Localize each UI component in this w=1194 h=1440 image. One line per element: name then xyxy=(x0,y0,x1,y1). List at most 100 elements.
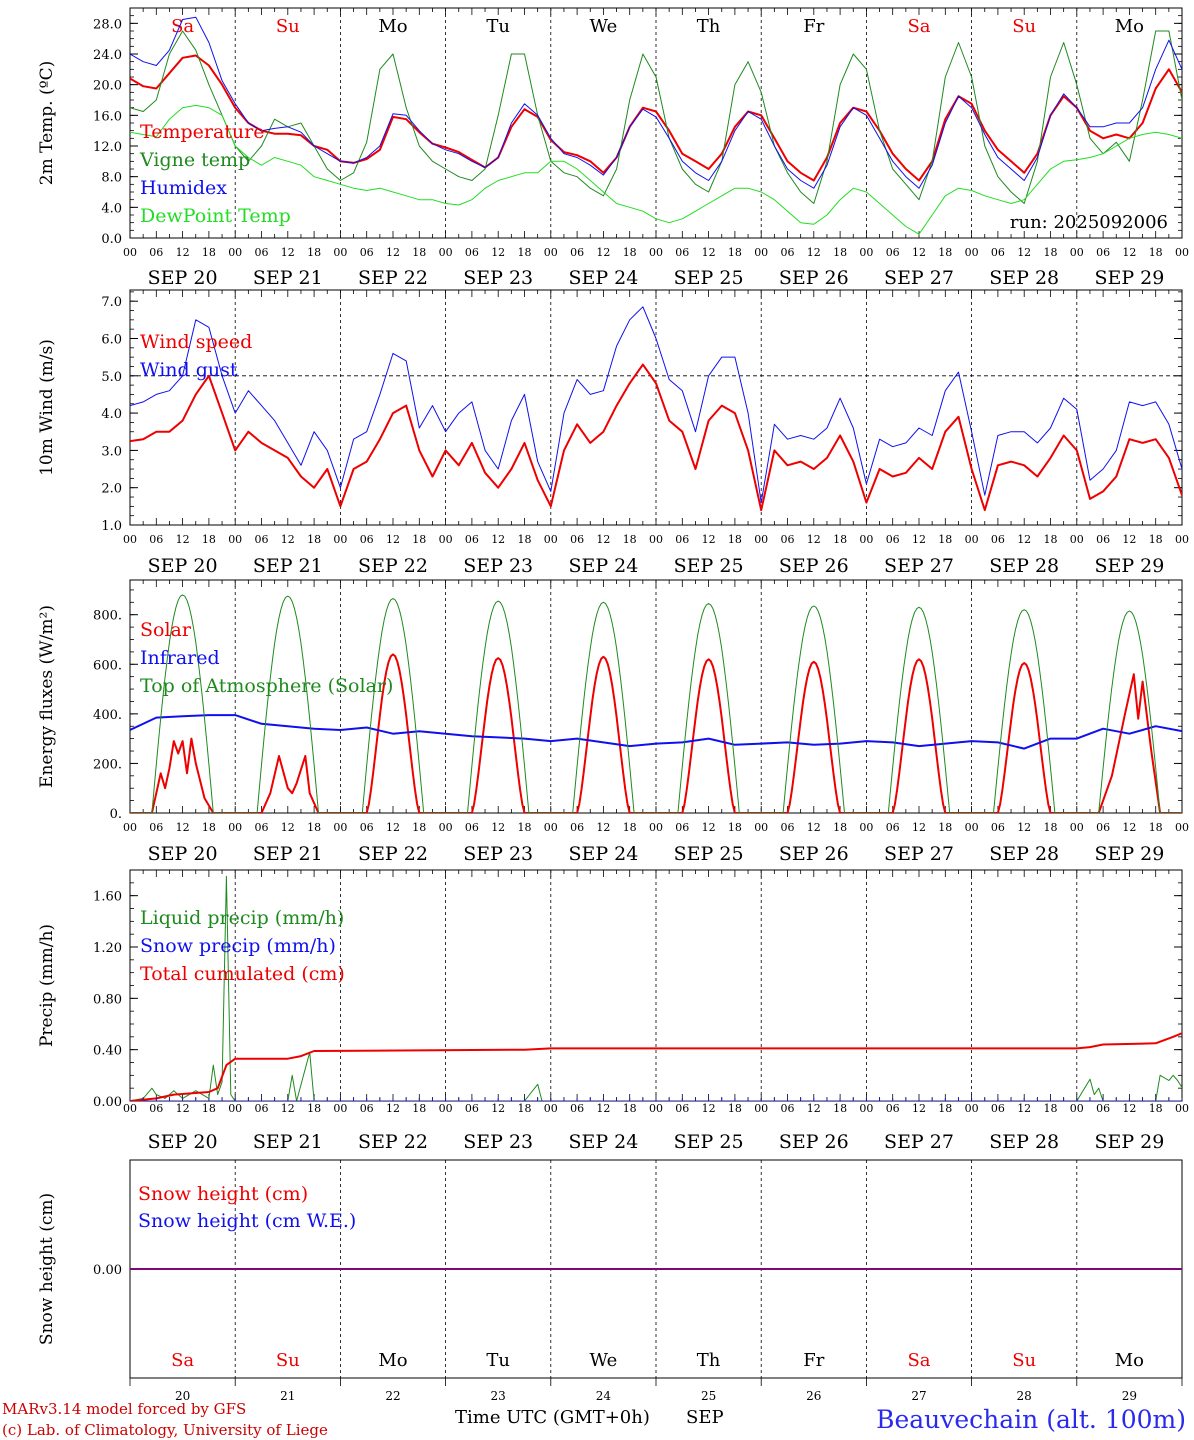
hour-tick-label: 12 xyxy=(596,821,610,834)
hour-tick-label: 18 xyxy=(518,246,532,259)
panel-wind: 00 06 12 18 00 06 12 18 00 06 12 18 00 06 12 18 00 06 12 18… xyxy=(37,289,1189,577)
day-abbr-label: We xyxy=(590,1350,618,1371)
hour-tick-label: 06 xyxy=(1096,1102,1110,1115)
legend-entry: Wind gust xyxy=(140,359,238,381)
hour-tick-label: 12 xyxy=(1122,246,1136,259)
date-label: SEP 21 xyxy=(253,1131,323,1153)
hour-tick-label: 18 xyxy=(623,1102,637,1115)
hour-tick-label: 12 xyxy=(702,246,716,259)
hour-tick-label: 12 xyxy=(702,1102,716,1115)
day-abbr-label: Tu xyxy=(486,1350,510,1371)
hour-tick-label: 00 xyxy=(123,1102,137,1115)
hour-tick-label: 06 xyxy=(675,821,689,834)
hour-tick-label: 00 xyxy=(333,821,347,834)
hour-tick-label: 00 xyxy=(439,533,453,546)
legend-entry: Top of Atmosphere (Solar) xyxy=(140,675,393,697)
date-label: SEP 29 xyxy=(1094,555,1164,577)
day-number-label: 28 xyxy=(1017,1389,1032,1403)
series-group xyxy=(130,16,1182,235)
hour-tick-label: 12 xyxy=(176,821,190,834)
date-label: SEP 22 xyxy=(358,267,428,289)
x-axis-month: SEP xyxy=(686,1407,724,1428)
y-tick-label: 0.80 xyxy=(93,992,122,1007)
hour-tick-label: 06 xyxy=(781,821,795,834)
date-label: SEP 25 xyxy=(674,555,744,577)
hour-tick-label: 18 xyxy=(202,821,216,834)
hour-tick-label: 00 xyxy=(544,821,558,834)
y-axis-label: 10m Wind (m/s) xyxy=(37,339,57,476)
panel-precip: 00 06 12 18 00 06 12 18 00 06 12 18 00 06 12 18 00 06 12 18… xyxy=(37,869,1189,1153)
date-label: SEP 26 xyxy=(779,843,849,865)
hour-tick-label: 06 xyxy=(360,821,374,834)
hour-tick-label: 00 xyxy=(333,533,347,546)
day-abbr-label: Sa xyxy=(907,16,930,37)
hour-tick-label: 18 xyxy=(728,1102,742,1115)
date-label: SEP 28 xyxy=(989,555,1059,577)
hour-tick-label: 06 xyxy=(991,533,1005,546)
y-tick-label: 0.00 xyxy=(93,1095,122,1110)
hour-tick-label: 18 xyxy=(307,246,321,259)
y-tick-label: 0.40 xyxy=(93,1044,122,1059)
location-label: Beauvechain (alt. 100m) xyxy=(876,1405,1186,1434)
date-label: SEP 20 xyxy=(148,1131,218,1153)
legend-entry: Snow precip (mm/h) xyxy=(140,935,336,957)
date-label: SEP 25 xyxy=(674,267,744,289)
panel-energy: 00 06 12 18 00 06 12 18 00 06 12 18 00 06 12 18 00 06 12 18… xyxy=(37,579,1189,865)
hour-tick-label: 18 xyxy=(518,1102,532,1115)
date-label: SEP 22 xyxy=(358,843,428,865)
hour-tick-label: 12 xyxy=(912,533,926,546)
date-label: SEP 24 xyxy=(568,267,638,289)
hour-tick-label: 12 xyxy=(702,821,716,834)
series-line xyxy=(130,714,1182,750)
hour-tick-label: 06 xyxy=(465,1102,479,1115)
hour-tick-label: 18 xyxy=(833,1102,847,1115)
hour-tick-label: 00 xyxy=(754,821,768,834)
hour-tick-label: 06 xyxy=(149,246,163,259)
hour-tick-label: 18 xyxy=(623,533,637,546)
hour-tick-label: 00 xyxy=(859,533,873,546)
y-axis-label: Precip (mm/h) xyxy=(37,924,57,1047)
hour-tick-label: 06 xyxy=(570,821,584,834)
panel-temp: 00 06 12 18 00 06 12 18 00 06 12 18 00 06 12 18 00 06 12 18… xyxy=(37,7,1189,289)
date-label: SEP 20 xyxy=(148,267,218,289)
day-abbr-label: We xyxy=(590,16,618,37)
hour-tick-label: 12 xyxy=(807,1102,821,1115)
hour-tick-label: 18 xyxy=(202,533,216,546)
y-tick-label: 3.0 xyxy=(101,444,122,459)
legend-entry: Liquid precip (mm/h) xyxy=(140,907,344,929)
hour-tick-label: 00 xyxy=(754,533,768,546)
hour-tick-label: 18 xyxy=(833,821,847,834)
footer-model: MARv3.14 model forced by GFS xyxy=(2,1400,246,1418)
y-tick-label: 7.0 xyxy=(101,295,122,310)
hour-tick-label: 00 xyxy=(1070,1102,1084,1115)
date-label: SEP 25 xyxy=(674,843,744,865)
hour-tick-label: 06 xyxy=(570,533,584,546)
hour-tick-label: 06 xyxy=(991,246,1005,259)
x-axis-title: Time UTC (GMT+0h) xyxy=(455,1407,650,1428)
hour-tick-label: 18 xyxy=(728,533,742,546)
y-tick-label: 24.0 xyxy=(93,48,122,63)
hour-tick-label: 12 xyxy=(912,1102,926,1115)
date-label: SEP 26 xyxy=(779,1131,849,1153)
hour-tick-label: 06 xyxy=(781,246,795,259)
hour-tick-label: 12 xyxy=(491,533,505,546)
day-abbr-label: Sa xyxy=(907,1350,930,1371)
hour-tick-label: 12 xyxy=(596,246,610,259)
hour-tick-label: 12 xyxy=(1017,533,1031,546)
hour-tick-label: 06 xyxy=(1096,246,1110,259)
series-line xyxy=(130,594,1182,813)
series-group xyxy=(130,306,1182,512)
day-abbr-label: Mo xyxy=(378,1350,407,1371)
y-axis-label: Energy fluxes (W/m²) xyxy=(37,605,57,788)
hour-tick-label: 00 xyxy=(123,246,137,259)
day-number-label: 26 xyxy=(806,1389,821,1403)
date-label: SEP 29 xyxy=(1094,843,1164,865)
date-label: SEP 22 xyxy=(358,555,428,577)
day-abbr-label: Fr xyxy=(803,1350,824,1371)
hour-tick-label: 06 xyxy=(360,1102,374,1115)
hour-tick-label: 18 xyxy=(1149,1102,1163,1115)
hour-tick-label: 00 xyxy=(333,1102,347,1115)
date-label: SEP 27 xyxy=(884,555,954,577)
hour-tick-label: 06 xyxy=(255,821,269,834)
hour-tick-label: 12 xyxy=(1017,821,1031,834)
